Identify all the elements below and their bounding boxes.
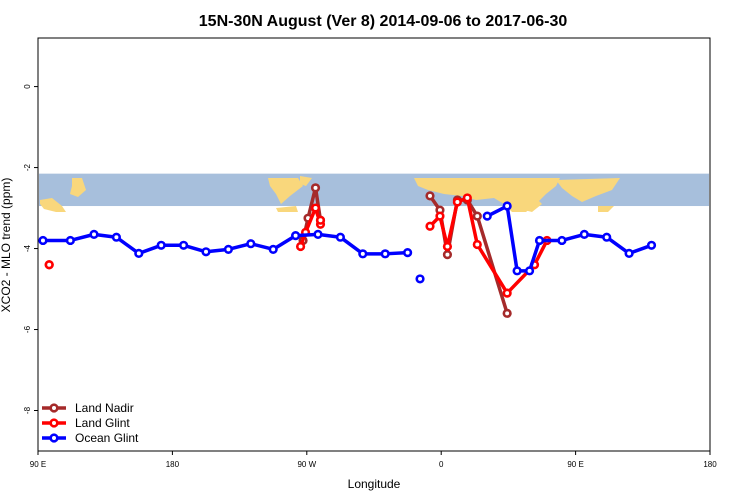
land-glint-point [472, 239, 482, 250]
map-landmass [268, 178, 303, 204]
land-glint-point [425, 221, 435, 231]
ocean-glint-point [201, 247, 211, 257]
x-tick-label: 180 [166, 460, 180, 469]
plot-frame [37, 37, 711, 452]
ocean-glint-point [111, 232, 121, 242]
ocean-glint-point [403, 247, 413, 258]
map-landmass [414, 178, 560, 212]
y-axis: 0 -2 -4 -6 -8 [23, 84, 38, 414]
land-nadir-point [310, 183, 321, 193]
legend-marker-land-nadir [49, 403, 59, 413]
series-layer [38, 183, 657, 318]
ocean-glint-point [313, 229, 323, 239]
land-glint-point [435, 211, 445, 221]
ocean-glint-point [482, 211, 492, 221]
ocean-glint-point [512, 266, 522, 276]
map-landmass [300, 176, 312, 186]
ocean-glint-point [646, 240, 657, 250]
series-land-glint [44, 193, 552, 298]
land-glint-point [44, 260, 54, 270]
x-tick-label: 180 [703, 460, 717, 469]
land-nadir-point [425, 191, 435, 201]
legend-label-ocean-glint: Ocean Glint [75, 431, 139, 445]
ocean-glint-point [223, 244, 233, 254]
ocean-glint-point [268, 244, 278, 254]
y-axis-label: XCO2 - MLO trend (ppm) [0, 178, 13, 313]
ocean-glint-point [624, 248, 634, 259]
land-glint-point [315, 215, 326, 225]
ocean-glint-point [502, 201, 512, 211]
ocean-glint-point [534, 235, 545, 246]
y-tick-label: -4 [23, 244, 32, 252]
x-tick-label: 90 W [297, 460, 316, 469]
ocean-glint-point [557, 235, 567, 246]
ocean-glint-point [415, 274, 425, 284]
ocean-glint-point [246, 239, 256, 249]
map-landmass [70, 178, 86, 197]
ocean-glint-point [335, 232, 346, 242]
x-tick-label: 90 E [30, 460, 46, 469]
ocean-glint-point [179, 240, 189, 250]
map-background-band [39, 173, 709, 212]
land-glint-point [462, 193, 472, 203]
y-tick-label: 0 [23, 84, 32, 89]
x-axis: 90 E 180 90 W 0 90 E 180 [30, 450, 717, 469]
series-ocean-glint [38, 201, 657, 284]
ocean-glint-point [358, 249, 368, 259]
land-glint-point [442, 241, 453, 252]
ocean-glint-point [380, 249, 390, 259]
map-landmass [40, 198, 66, 212]
map-landmass [524, 198, 542, 212]
ocean-glint-point [134, 248, 144, 259]
land-nadir-point [442, 250, 453, 260]
land-glint-point [295, 241, 306, 252]
map-landmass [598, 206, 614, 212]
land-nadir-point [502, 308, 512, 318]
chart-title: 15N-30N August (Ver 8) 2014-09-06 to 201… [199, 13, 568, 30]
ocean-glint-point [89, 229, 99, 239]
y-tick-label: -2 [23, 163, 32, 171]
y-tick-label: -6 [23, 325, 32, 333]
legend-label-land-nadir: Land Nadir [75, 401, 134, 415]
x-axis-label: Longitude [348, 477, 401, 491]
land-glint-point [502, 288, 512, 298]
ocean-glint-point [291, 230, 301, 241]
x-tick-label: 0 [439, 460, 444, 469]
map-landmass [556, 178, 620, 202]
ocean-glint-line [486, 204, 653, 273]
legend-marker-ocean-glint [49, 433, 59, 443]
land-nadir-point [472, 211, 482, 221]
ocean-glint-point [602, 232, 612, 242]
ocean-glint-point [579, 229, 589, 239]
ocean-glint-point [38, 235, 48, 246]
ocean-glint-point [156, 240, 166, 250]
land-glint-point [452, 197, 462, 207]
ocean-glint-point [524, 266, 535, 276]
legend-marker-land-glint [49, 418, 59, 428]
y-tick-label: -8 [23, 406, 32, 414]
x-tick-label: 90 E [567, 460, 583, 469]
legend-label-land-glint: Land Glint [75, 416, 130, 430]
ocean-glint-point [65, 235, 75, 246]
map-landmass [276, 206, 298, 212]
land-glint-point [310, 203, 321, 213]
